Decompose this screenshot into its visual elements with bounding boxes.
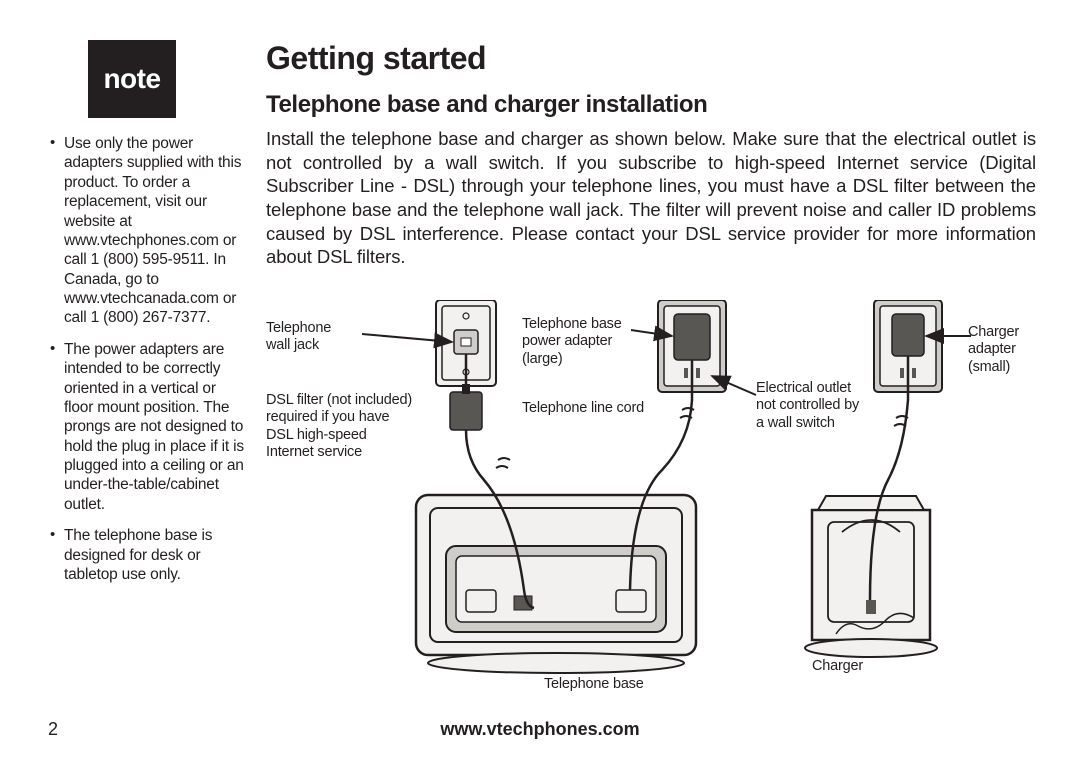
label-charger: Charger <box>812 658 863 675</box>
note-item: The power adapters are intended to be co… <box>48 340 248 514</box>
footer-url: www.vtechphones.com <box>48 719 1032 740</box>
note-badge: note <box>88 40 176 118</box>
note-item: The telephone base is designed for desk … <box>48 526 248 584</box>
telephone-base-icon <box>416 495 696 673</box>
note-list: Use only the power adapters supplied wit… <box>48 134 248 584</box>
label-base-adapter: Telephone basepower adapter(large) <box>522 316 652 368</box>
label-outlet: Electrical outletnot controlled bya wall… <box>756 380 886 432</box>
label-charger-adapter: Chargeradapter(small) <box>968 324 1048 376</box>
page-title: Getting started <box>266 40 1036 77</box>
label-dsl-filter: DSL filter (not included)required if you… <box>266 392 442 462</box>
label-line-cord: Telephone line cord <box>522 400 682 417</box>
body-paragraph: Install the telephone base and charger a… <box>266 127 1036 269</box>
installation-diagram: Telephonewall jack DSL filter (not inclu… <box>266 300 1036 690</box>
dsl-filter-icon <box>450 384 482 430</box>
label-base: Telephone base <box>544 676 644 693</box>
label-wall-jack: Telephonewall jack <box>266 320 362 355</box>
note-item: Use only the power adapters supplied wit… <box>48 134 248 328</box>
section-title: Telephone base and charger installation <box>266 91 1036 119</box>
